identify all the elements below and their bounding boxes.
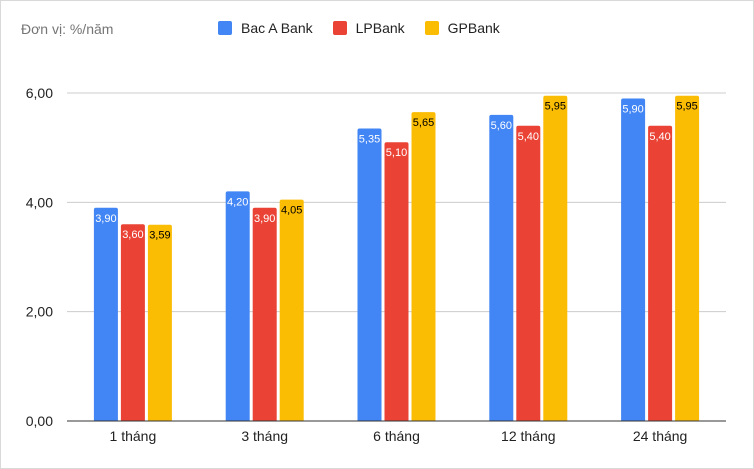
legend-label-gpbank: GPBank — [447, 20, 500, 36]
bar — [225, 191, 250, 421]
bar — [357, 128, 382, 422]
bar — [543, 95, 568, 421]
bar — [621, 98, 646, 421]
data-label: 5,95 — [676, 101, 697, 113]
x-tick-label: 1 tháng — [110, 428, 157, 444]
legend-item-bac-a-bank: Bac A Bank — [218, 20, 313, 36]
bar — [120, 224, 145, 421]
y-tick-label: 2,00 — [26, 304, 53, 320]
bar — [252, 207, 277, 421]
bar — [147, 224, 172, 421]
data-label: 5,90 — [622, 103, 643, 115]
data-label: 3,59 — [149, 230, 170, 242]
unit-label: Đơn vị: %/năm — [21, 21, 114, 37]
legend-item-gpbank: GPBank — [424, 20, 500, 36]
bar — [516, 125, 541, 422]
y-tick-label: 4,00 — [26, 194, 53, 210]
legend-swatch-lpbank — [332, 21, 347, 35]
bar — [279, 199, 304, 421]
data-label: 5,65 — [413, 117, 434, 129]
data-label: 4,20 — [227, 196, 248, 208]
data-label: 5,35 — [359, 134, 380, 146]
bar — [93, 207, 118, 421]
data-label: 3,90 — [95, 213, 116, 225]
data-label: 3,90 — [254, 213, 275, 225]
y-tick-label: 6,00 — [26, 85, 53, 101]
x-tick-label: 12 tháng — [501, 428, 556, 444]
x-tick-label: 6 tháng — [373, 428, 420, 444]
x-tick-label: 3 tháng — [241, 428, 288, 444]
bar — [675, 95, 700, 421]
y-tick-label: 0,00 — [26, 413, 53, 429]
legend-item-lpbank: LPBank — [332, 20, 405, 36]
bar — [384, 142, 409, 421]
data-label: 3,60 — [122, 229, 143, 241]
data-label: 5,40 — [518, 131, 539, 143]
legend-swatch-gpbank — [424, 21, 439, 35]
legend-swatch-bac-a-bank — [218, 21, 232, 35]
bar — [489, 114, 514, 421]
data-label: 5,40 — [649, 131, 670, 143]
legend-label-lpbank: LPBank — [355, 20, 405, 36]
bar — [648, 125, 673, 422]
data-label: 5,60 — [491, 120, 512, 132]
data-label: 5,95 — [545, 101, 566, 113]
legend: Bac A Bank LPBank GPBank — [218, 20, 520, 36]
data-label: 4,05 — [281, 205, 302, 217]
bar — [411, 112, 436, 421]
data-label: 5,10 — [386, 147, 407, 159]
legend-label-bac-a-bank: Bac A Bank — [241, 20, 313, 36]
x-tick-label: 24 tháng — [633, 428, 688, 444]
